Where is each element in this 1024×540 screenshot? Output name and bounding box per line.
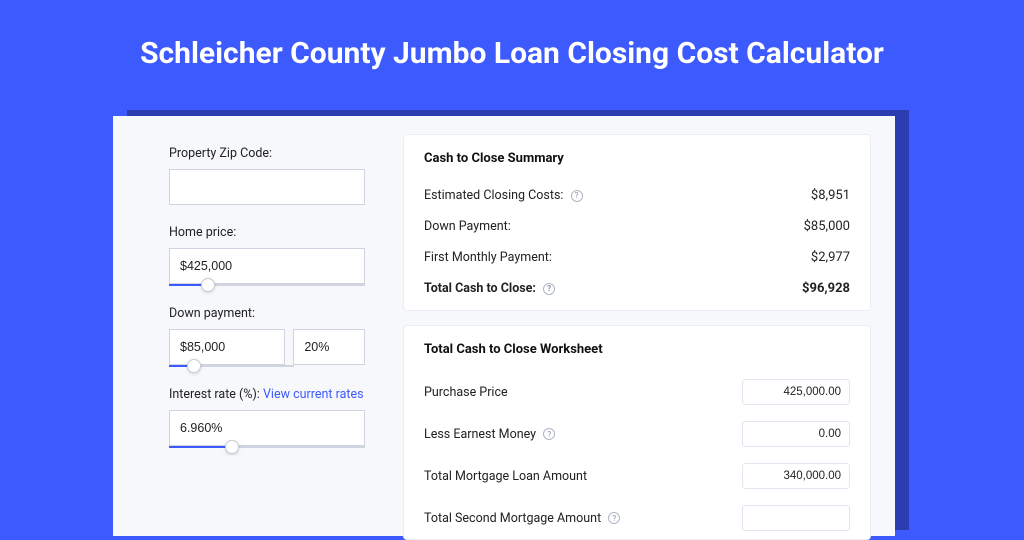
summary-row-closing-costs: Estimated Closing Costs: ? $8,951 [424,180,850,211]
down-payment-label: Down payment: [169,306,365,321]
home-price-slider-thumb[interactable] [201,278,215,292]
worksheet-title: Total Cash to Close Worksheet [424,342,850,357]
summary-value: $85,000 [804,219,850,234]
worksheet-label: Less Earnest Money [424,427,536,442]
interest-slider-thumb[interactable] [225,440,239,454]
summary-value: $8,951 [811,188,850,203]
zip-field-group: Property Zip Code: [169,146,365,205]
help-icon[interactable]: ? [543,283,555,295]
zip-label: Property Zip Code: [169,146,365,161]
results-column: Cash to Close Summary Estimated Closing … [385,116,895,536]
help-icon[interactable]: ? [608,512,620,524]
calculator-card: Property Zip Code: Home price: Down paym… [113,116,895,536]
down-payment-percent-input[interactable] [293,329,365,365]
view-rates-link[interactable]: View current rates [263,387,364,402]
summary-title: Cash to Close Summary [424,151,850,166]
home-price-label: Home price: [169,225,365,240]
summary-panel: Cash to Close Summary Estimated Closing … [403,134,871,311]
interest-label-text: Interest rate (%): [169,387,260,402]
interest-slider[interactable] [169,446,365,448]
down-payment-amount-input[interactable] [169,329,285,365]
summary-label: Estimated Closing Costs: [424,188,563,203]
summary-label: First Monthly Payment: [424,250,552,265]
worksheet-value-input[interactable] [742,379,850,405]
home-price-slider[interactable] [169,284,365,286]
help-icon[interactable]: ? [543,428,555,440]
page-title: Schleicher County Jumbo Loan Closing Cos… [0,0,1024,95]
worksheet-label: Total Mortgage Loan Amount [424,469,587,484]
worksheet-panel: Total Cash to Close Worksheet Purchase P… [403,325,871,540]
summary-label: Down Payment: [424,219,511,234]
worksheet-row-mortgage-amount: Total Mortgage Loan Amount [424,455,850,497]
worksheet-row-purchase-price: Purchase Price [424,371,850,413]
zip-input[interactable] [169,169,365,205]
summary-row-total: Total Cash to Close: ? $96,928 [424,273,850,304]
worksheet-label: Purchase Price [424,385,508,400]
worksheet-label: Total Second Mortgage Amount [424,511,601,526]
help-icon[interactable]: ? [571,190,583,202]
summary-total-value: $96,928 [802,281,850,296]
inputs-column: Property Zip Code: Home price: Down paym… [113,116,385,536]
worksheet-row-second-mortgage: Total Second Mortgage Amount ? [424,497,850,539]
worksheet-value-input[interactable] [742,505,850,531]
summary-row-first-payment: First Monthly Payment: $2,977 [424,242,850,273]
down-payment-slider[interactable] [169,365,294,367]
worksheet-value-input[interactable] [742,463,850,489]
interest-label: Interest rate (%): View current rates [169,387,365,402]
down-payment-field-group: Down payment: [169,306,365,367]
worksheet-value-input[interactable] [742,421,850,447]
interest-slider-fill [169,446,232,448]
summary-total-label: Total Cash to Close: [424,281,536,296]
summary-value: $2,977 [811,250,850,265]
worksheet-row-earnest-money: Less Earnest Money ? [424,413,850,455]
interest-field-group: Interest rate (%): View current rates [169,387,365,448]
summary-row-down-payment: Down Payment: $85,000 [424,211,850,242]
down-payment-slider-thumb[interactable] [187,359,201,373]
home-price-input[interactable] [169,248,365,284]
home-price-field-group: Home price: [169,225,365,286]
interest-input[interactable] [169,410,365,446]
